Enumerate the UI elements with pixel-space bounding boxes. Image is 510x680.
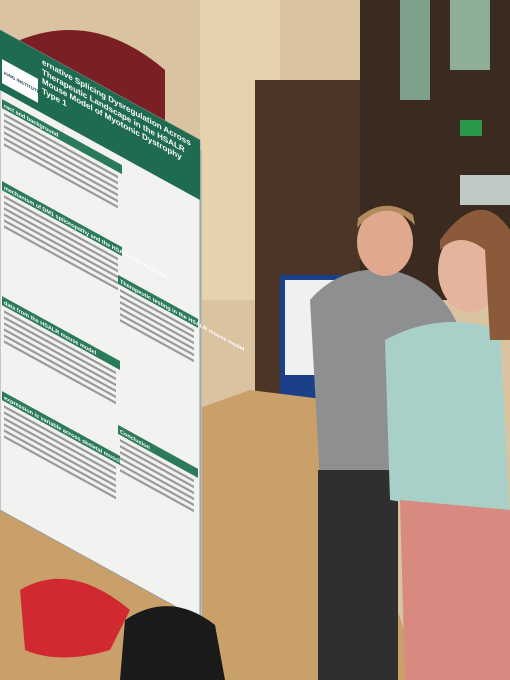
poster-sheet <box>0 29 201 621</box>
text-lines <box>4 340 116 405</box>
window <box>450 0 490 70</box>
text-lines <box>4 195 118 261</box>
text-lines <box>120 439 194 483</box>
text-lines <box>4 131 118 197</box>
text-lines <box>4 125 118 191</box>
text-lines <box>4 213 118 279</box>
text-lines <box>4 429 116 494</box>
text-lines <box>4 322 116 387</box>
black-bag <box>120 606 225 680</box>
text-lines <box>4 225 118 291</box>
text-lines <box>4 119 118 185</box>
window <box>460 175 510 205</box>
text-lines <box>4 219 118 285</box>
text-lines <box>120 451 194 495</box>
text-lines <box>4 405 116 470</box>
poster: KING INSTITUTE ernative Splicing Dysregu… <box>0 29 244 621</box>
logo-box <box>2 59 38 103</box>
text-lines <box>120 313 194 357</box>
text-lines <box>4 435 116 500</box>
text-lines <box>4 310 116 375</box>
exit-sign <box>460 120 482 136</box>
text-lines <box>120 301 194 345</box>
text-lines <box>120 289 194 333</box>
text-lines <box>4 143 118 209</box>
text-lines <box>4 417 116 482</box>
section-bar <box>118 274 198 328</box>
text-lines <box>4 328 116 393</box>
text-lines <box>120 463 194 507</box>
red-bag <box>20 578 130 658</box>
text-lines <box>120 307 194 351</box>
section-bar <box>2 296 120 371</box>
woman-hair <box>440 209 510 340</box>
window <box>400 0 430 100</box>
man-hair <box>357 205 415 228</box>
man-trousers <box>318 470 398 680</box>
text-lines <box>120 445 194 489</box>
text-lines <box>4 207 118 273</box>
text-lines <box>120 295 194 339</box>
text-lines <box>4 201 118 267</box>
woman-skirt <box>400 500 510 680</box>
section-bar <box>2 391 120 466</box>
section-bar <box>2 99 122 175</box>
text-lines <box>120 469 194 513</box>
text-lines <box>4 113 118 179</box>
text-lines <box>120 319 194 363</box>
section-bar <box>118 424 198 478</box>
text-lines <box>4 137 118 203</box>
text-lines <box>4 423 116 488</box>
text-lines <box>120 457 194 501</box>
section-bar <box>2 181 122 257</box>
poster-header <box>0 30 200 201</box>
woman-shirt <box>385 322 510 520</box>
man-head <box>357 208 413 276</box>
text-lines <box>4 411 116 476</box>
text-lines <box>4 316 116 381</box>
text-lines <box>4 334 116 399</box>
